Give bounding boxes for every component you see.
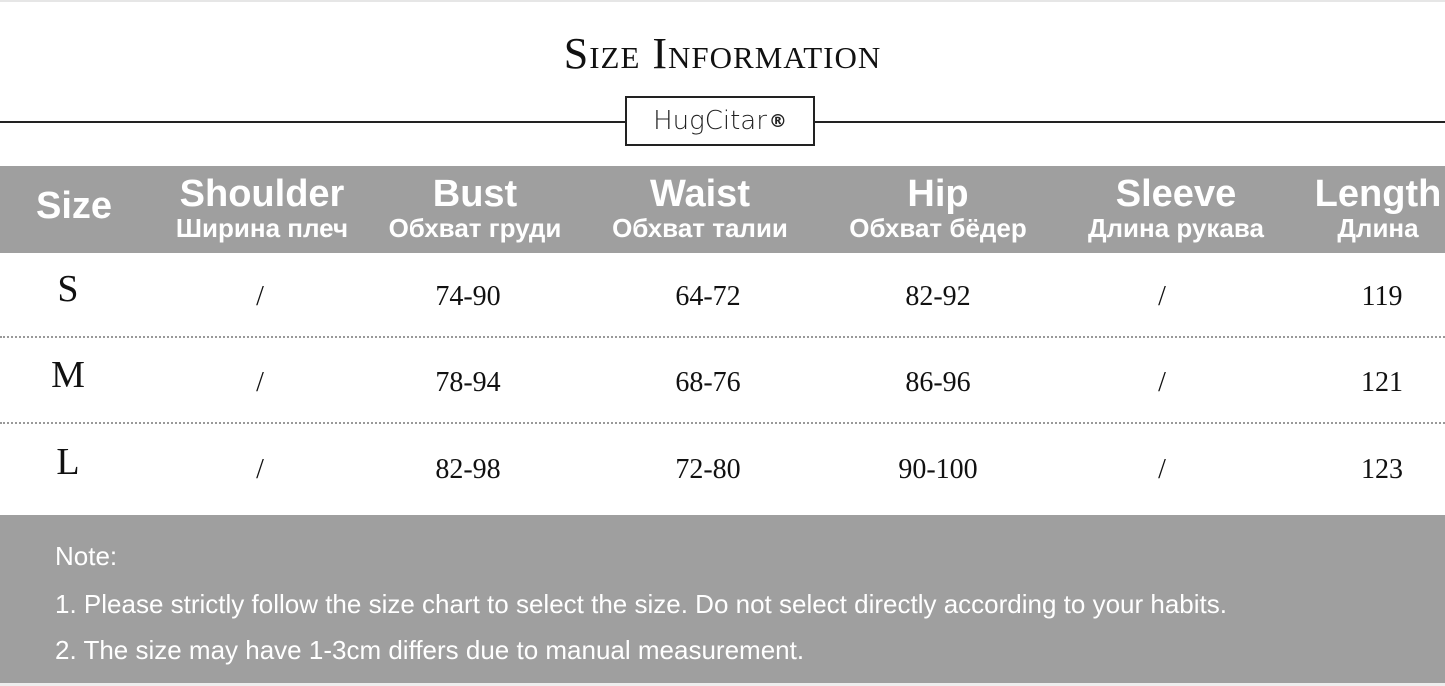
header-label: Hip <box>907 173 969 215</box>
table-cell: 82-92 <box>905 281 971 312</box>
page-title: Size Information <box>563 29 882 78</box>
header-sleeve: Sleeve Длина рукава <box>1088 166 1264 253</box>
size-label: S <box>57 268 79 310</box>
brand-name: HugCitar <box>653 106 767 136</box>
header-label: Size <box>35 185 113 227</box>
header-sublabel: Обхват бёдер <box>849 213 1027 243</box>
header-sublabel: Длина <box>1337 213 1419 243</box>
header-length: Length Длина <box>1315 166 1442 253</box>
header-shoulder: Shoulder Ширина плеч <box>176 166 348 253</box>
table-row: L / 82-98 72-80 90-100 / 123 <box>0 426 1445 512</box>
header-label: Length <box>1314 173 1442 215</box>
header-sublabel: Ширина плеч <box>175 213 349 243</box>
header-sublabel: Длина рукава <box>1088 213 1264 243</box>
header-sublabel: Обхват талии <box>612 213 788 243</box>
divider-right <box>813 121 1445 123</box>
table-cell: / <box>1158 281 1166 312</box>
note-line-2: 2. The size may have 1-3cm differs due t… <box>55 635 805 665</box>
table-cell: / <box>256 281 264 312</box>
header-label: Waist <box>650 173 750 215</box>
table-cell: 86-96 <box>905 367 971 398</box>
header-sublabel: Обхват груди <box>388 213 562 243</box>
table-row: S / 74-90 64-72 82-92 / 119 <box>0 253 1445 339</box>
size-label: L <box>56 441 80 483</box>
brand-logo: HugCitar ® <box>625 96 815 146</box>
header-size: Size <box>36 166 112 253</box>
header-label: Shoulder <box>179 173 345 215</box>
row-divider <box>0 336 1445 338</box>
row-divider <box>0 422 1445 424</box>
note-heading: Note: <box>55 541 118 571</box>
table-cell: 64-72 <box>675 281 741 312</box>
bottom-border <box>0 683 1445 686</box>
registered-mark: ® <box>768 110 787 132</box>
note-section: Note: 1. Please strictly follow the size… <box>0 515 1445 683</box>
table-cell: 72-80 <box>675 454 741 485</box>
note-line-1: 1. Please strictly follow the size chart… <box>55 589 1227 619</box>
table-cell: / <box>1158 454 1166 485</box>
table-header: Size Shoulder Ширина плеч Bust Обхват груди W… <box>0 166 1445 253</box>
size-label: M <box>51 354 85 396</box>
header-hip: Hip Обхват бёдер <box>849 166 1027 253</box>
table-cell: 74-90 <box>435 281 501 312</box>
divider-left <box>0 121 627 123</box>
header-bust: Bust Обхват груди <box>389 166 562 253</box>
table-row: M / 78-94 68-76 86-96 / 121 <box>0 339 1445 425</box>
table-cell: / <box>256 367 264 398</box>
table-cell: 90-100 <box>898 454 978 485</box>
header-label: Sleeve <box>1115 173 1237 215</box>
table-cell: / <box>256 454 264 485</box>
table-cell: 78-94 <box>435 367 501 398</box>
table-cell: 68-76 <box>675 367 741 398</box>
table-cell: 119 <box>1361 281 1403 312</box>
header-label: Bust <box>432 173 518 215</box>
top-border <box>0 0 1445 2</box>
table-cell: 82-98 <box>435 454 501 485</box>
table-cell: 123 <box>1361 454 1403 485</box>
table-cell: 121 <box>1361 367 1403 398</box>
header-waist: Waist Обхват талии <box>612 166 788 253</box>
table-cell: / <box>1158 367 1166 398</box>
